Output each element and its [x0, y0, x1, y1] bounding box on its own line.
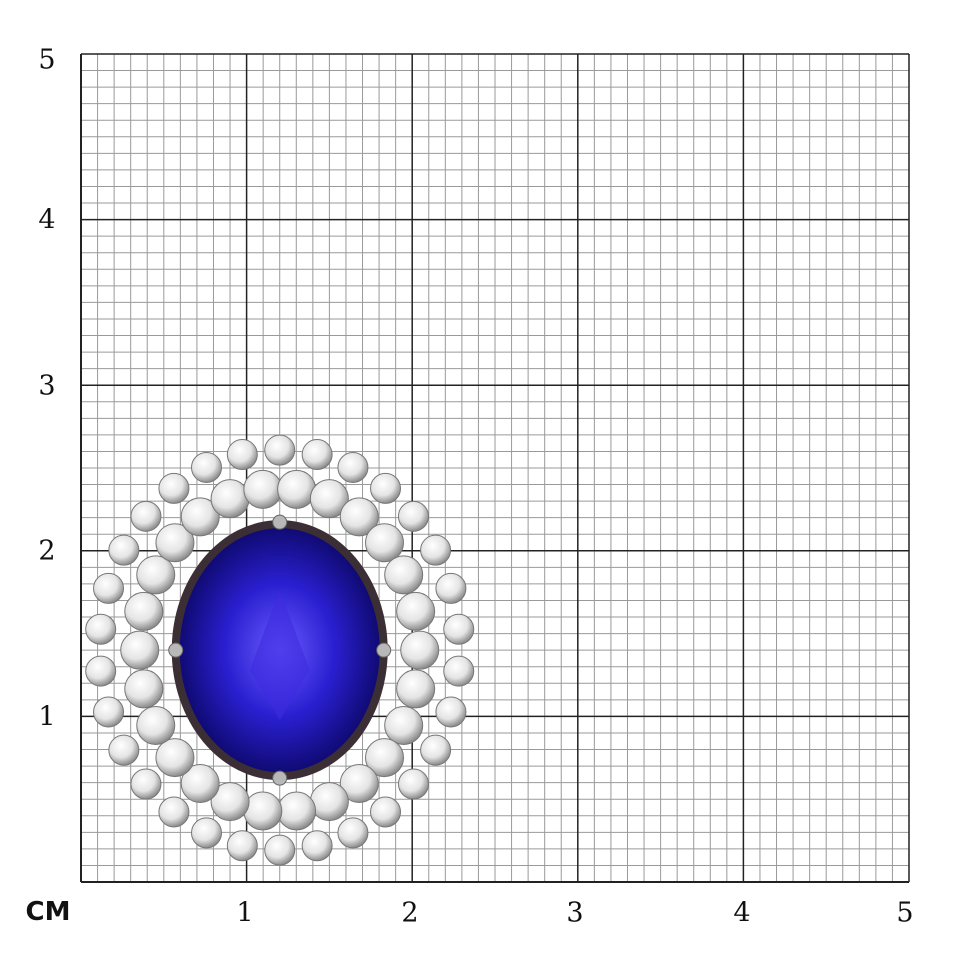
- x-tick-5: 5: [896, 897, 914, 929]
- outer-halo-diamond: [93, 696, 125, 728]
- outer-halo-diamond: [420, 534, 452, 566]
- inner-halo-diamond: [124, 591, 164, 631]
- outer-halo-diamond: [85, 613, 117, 645]
- inner-halo-diamond: [155, 738, 195, 778]
- outer-halo-diamond: [264, 434, 296, 466]
- prong: [272, 514, 288, 530]
- outer-halo-diamond: [397, 768, 429, 800]
- outer-halo-diamond: [301, 439, 333, 471]
- outer-halo-diamond: [108, 734, 140, 766]
- inner-halo-diamond: [396, 669, 436, 709]
- inner-halo-diamond: [365, 523, 405, 563]
- outer-halo-diamond: [158, 796, 190, 828]
- inner-halo-diamond: [180, 497, 220, 537]
- inner-halo-diamond: [384, 705, 424, 745]
- outer-halo-diamond: [301, 830, 333, 862]
- prong: [376, 642, 392, 658]
- inner-halo-diamond: [384, 555, 424, 595]
- outer-halo-diamond: [226, 830, 258, 862]
- outer-halo-diamond: [337, 451, 369, 483]
- inner-halo-diamond: [180, 763, 220, 803]
- inner-halo-diamond: [309, 782, 349, 822]
- inner-halo-diamond: [309, 479, 349, 519]
- inner-halo-diamond: [339, 763, 379, 803]
- x-tick-1: 1: [236, 897, 254, 929]
- x-tick-2: 2: [401, 897, 419, 929]
- outer-halo-diamond: [443, 613, 475, 645]
- inner-halo-diamond: [210, 479, 250, 519]
- inner-halo-diamond: [210, 782, 250, 822]
- outer-halo-diamond: [191, 451, 223, 483]
- outer-halo-diamond: [370, 472, 402, 504]
- inner-halo-diamond: [136, 555, 176, 595]
- gem-facet: [249, 590, 310, 721]
- outer-halo-diamond: [397, 500, 429, 532]
- inner-halo-diamond: [243, 469, 283, 509]
- outer-halo-diamond: [370, 796, 402, 828]
- x-tick-4: 4: [733, 897, 751, 929]
- inner-halo-diamond: [120, 630, 160, 670]
- y-tick-5: 5: [38, 44, 56, 76]
- y-tick-2: 2: [38, 535, 56, 567]
- outer-halo-diamond: [337, 817, 369, 849]
- inner-halo-diamond: [243, 791, 283, 831]
- outer-halo-diamond: [443, 655, 475, 687]
- inner-halo-diamond: [365, 738, 405, 778]
- outer-halo-diamond: [191, 817, 223, 849]
- outer-halo-diamond: [108, 534, 140, 566]
- outer-halo-diamond: [130, 500, 162, 532]
- outer-halo-diamond: [264, 834, 296, 866]
- outer-halo-diamond: [158, 472, 190, 504]
- x-tick-3: 3: [566, 897, 584, 929]
- inner-halo-diamond: [277, 791, 317, 831]
- prong: [168, 642, 184, 658]
- prong: [272, 770, 288, 786]
- inner-halo-diamond: [400, 630, 440, 670]
- inner-halo-diamond: [155, 523, 195, 563]
- outer-halo-diamond: [93, 572, 125, 604]
- outer-halo-diamond: [226, 439, 258, 471]
- inner-halo-diamond: [277, 469, 317, 509]
- y-tick-4: 4: [38, 204, 56, 236]
- unit-label: CM: [25, 897, 71, 927]
- y-tick-1: 1: [38, 701, 56, 733]
- outer-halo-diamond: [85, 655, 117, 687]
- inner-halo-diamond: [339, 497, 379, 537]
- outer-halo-diamond: [420, 734, 452, 766]
- outer-halo-diamond: [435, 572, 467, 604]
- y-tick-3: 3: [38, 370, 56, 402]
- inner-halo-diamond: [396, 591, 436, 631]
- outer-halo-diamond: [130, 768, 162, 800]
- inner-halo-diamond: [136, 705, 176, 745]
- outer-halo-diamond: [435, 696, 467, 728]
- inner-halo-diamond: [124, 669, 164, 709]
